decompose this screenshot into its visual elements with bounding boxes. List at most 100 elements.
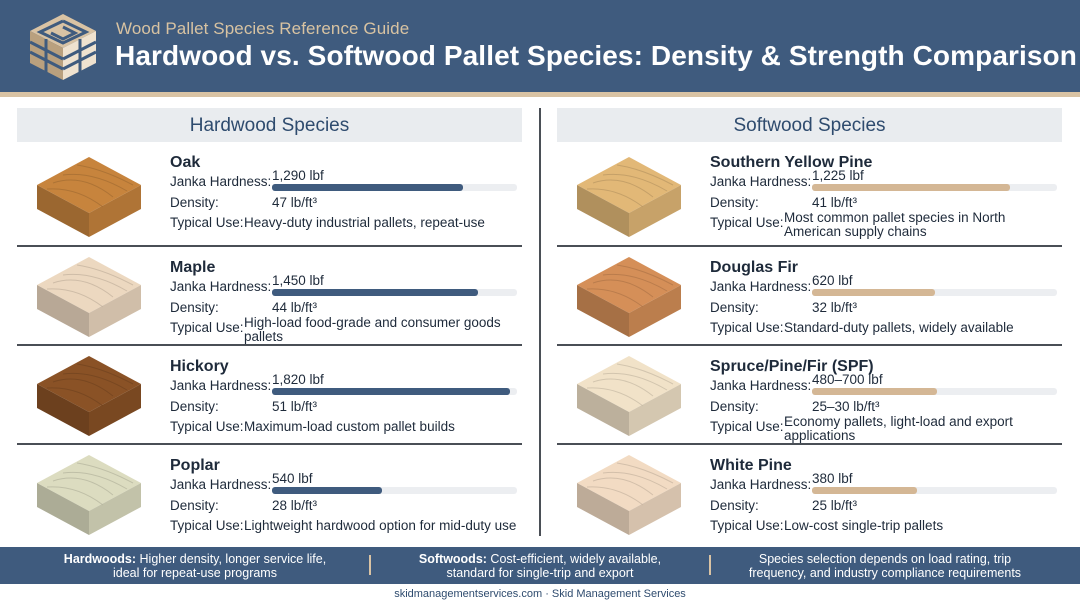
footer-hardwood-label: Hardwoods: <box>63 552 137 566</box>
wood-sample-icon <box>577 455 681 535</box>
janka-bar-fill <box>812 289 935 296</box>
species-name: Oak <box>170 154 201 171</box>
use-line: Typical Use: Maximum-load custom pallet … <box>170 419 522 440</box>
use-label: Typical Use: <box>710 419 784 434</box>
use-value: Economy pallets, light-load and export a… <box>784 414 1013 443</box>
density-line: Density: 25–30 lb/ft³ <box>710 399 1062 420</box>
density-label: Density: <box>170 399 219 414</box>
species-info: Poplar Janka Hardness: 540 lbf Density: … <box>170 457 522 539</box>
use-line: Typical Use: High-load food-grade and co… <box>170 316 522 344</box>
use-line: Typical Use: Lightweight hardwood option… <box>170 518 522 539</box>
softwood-list: Southern Yellow Pine Janka Hardness: 1,2… <box>557 142 1062 544</box>
use-label: Typical Use: <box>710 320 784 335</box>
janka-line: Janka Hardness: 380 lbf <box>710 471 1062 498</box>
use-value: Maximum-load custom pallet builds <box>244 419 455 434</box>
species-row: Poplar Janka Hardness: 540 lbf Density: … <box>17 445 522 544</box>
species-name: Hickory <box>170 358 229 375</box>
janka-value: 1,450 lbf <box>272 273 324 288</box>
wood-sample-icon <box>577 257 681 337</box>
density-line: Density: 28 lb/ft³ <box>170 498 522 519</box>
density-value: 51 lb/ft³ <box>272 399 318 414</box>
use-label: Typical Use: <box>710 215 784 230</box>
wood-sample-icon <box>37 356 141 436</box>
use-label: Typical Use: <box>170 518 244 533</box>
wood-sample-icon <box>37 157 141 237</box>
janka-line: Janka Hardness: 540 lbf <box>170 471 522 498</box>
footer-hardwood-text: Higher density, longer service life, ide… <box>113 552 327 580</box>
use-value: Low-cost single-trip pallets <box>784 518 944 533</box>
use-line: Typical Use: Economy pallets, light-load… <box>710 415 1062 443</box>
density-label: Density: <box>710 300 759 315</box>
janka-line: Janka Hardness: 620 lbf <box>710 273 1062 300</box>
species-row: Southern Yellow Pine Janka Hardness: 1,2… <box>557 142 1062 247</box>
janka-value: 540 lbf <box>272 471 313 486</box>
hardwood-column: Hardwood Species Oak Janka Hardness: 1,2… <box>17 108 522 544</box>
species-row: Maple Janka Hardness: 1,450 lbf Density:… <box>17 247 522 346</box>
use-value: Most common pallet species in North Amer… <box>784 210 1006 239</box>
use-line: Typical Use: Low-cost single-trip pallet… <box>710 518 1062 539</box>
janka-bar-track <box>272 388 517 395</box>
species-row: Douglas Fir Janka Hardness: 620 lbf Dens… <box>557 247 1062 346</box>
wood-sample-icon <box>577 157 681 237</box>
use-label: Typical Use: <box>170 215 244 230</box>
density-label: Density: <box>170 195 219 210</box>
header-accent-rule <box>0 92 1080 97</box>
wood-sample-icon <box>577 356 681 436</box>
density-label: Density: <box>710 498 759 513</box>
footer-credit: skidmanagementservices.com · Skid Manage… <box>394 588 686 600</box>
density-label: Density: <box>170 300 219 315</box>
density-value: 32 lb/ft³ <box>812 300 858 315</box>
footer-banner: Hardwoods: Higher density, longer servic… <box>0 547 1080 584</box>
footer-softwood-label: Softwoods: <box>418 552 487 566</box>
density-value: 28 lb/ft³ <box>272 498 318 513</box>
density-label: Density: <box>710 195 759 210</box>
species-info: White Pine Janka Hardness: 380 lbf Densi… <box>710 457 1062 539</box>
janka-label: Janka Hardness: <box>710 279 812 294</box>
pallet-logo-icon <box>29 14 97 80</box>
use-value: Heavy-duty industrial pallets, repeat-us… <box>244 215 485 230</box>
density-label: Density: <box>170 498 219 513</box>
species-name: Douglas Fir <box>710 259 799 276</box>
density-label: Density: <box>710 399 759 414</box>
softwood-heading: Softwood Species <box>557 108 1062 142</box>
footer-separator <box>369 555 371 575</box>
use-line: Typical Use: Heavy-duty industrial palle… <box>170 215 522 236</box>
janka-bar-track <box>812 487 1057 494</box>
softwood-column: Softwood Species Southern Yellow Pine Ja… <box>557 108 1062 544</box>
janka-label: Janka Hardness: <box>170 477 272 492</box>
species-name: Southern Yellow Pine <box>710 154 873 171</box>
footer-hardwood-note: Hardwoods: Higher density, longer servic… <box>60 552 330 580</box>
density-line: Density: 32 lb/ft³ <box>710 300 1062 321</box>
species-info: Oak Janka Hardness: 1,290 lbf Density: 4… <box>170 154 522 236</box>
hardwood-heading: Hardwood Species <box>17 108 522 142</box>
janka-bar-fill <box>272 289 478 296</box>
footer-separator <box>709 555 711 575</box>
janka-bar-track <box>812 184 1057 191</box>
hardwood-list: Oak Janka Hardness: 1,290 lbf Density: 4… <box>17 142 522 544</box>
janka-line: Janka Hardness: 1,450 lbf <box>170 273 522 300</box>
use-value: Standard-duty pallets, widely available <box>784 320 1014 335</box>
density-value: 41 lb/ft³ <box>812 195 858 210</box>
janka-bar-track <box>812 289 1057 296</box>
species-info: Hickory Janka Hardness: 1,820 lbf Densit… <box>170 358 522 440</box>
wood-sample-icon <box>37 257 141 337</box>
species-name: Spruce/Pine/Fir (SPF) <box>710 358 874 375</box>
use-value: Lightweight hardwood option for mid-duty… <box>244 518 517 533</box>
header-subtitle: Wood Pallet Species Reference Guide <box>116 19 410 38</box>
janka-bar-fill <box>812 388 937 395</box>
janka-bar-track <box>272 289 517 296</box>
janka-bar-track <box>272 487 517 494</box>
density-line: Density: 25 lb/ft³ <box>710 498 1062 519</box>
janka-label: Janka Hardness: <box>710 477 812 492</box>
janka-line: Janka Hardness: 480–700 lbf <box>710 372 1062 399</box>
density-value: 25 lb/ft³ <box>812 498 858 513</box>
species-info: Maple Janka Hardness: 1,450 lbf Density:… <box>170 259 522 344</box>
janka-bar-fill <box>812 184 1011 191</box>
species-row: Spruce/Pine/Fir (SPF) Janka Hardness: 48… <box>557 346 1062 445</box>
density-value: 44 lb/ft³ <box>272 300 318 315</box>
species-name: Maple <box>170 259 216 276</box>
janka-label: Janka Hardness: <box>710 174 812 189</box>
janka-value: 1,820 lbf <box>272 372 324 387</box>
species-row: Oak Janka Hardness: 1,290 lbf Density: 4… <box>17 142 522 247</box>
janka-bar-track <box>272 184 517 191</box>
